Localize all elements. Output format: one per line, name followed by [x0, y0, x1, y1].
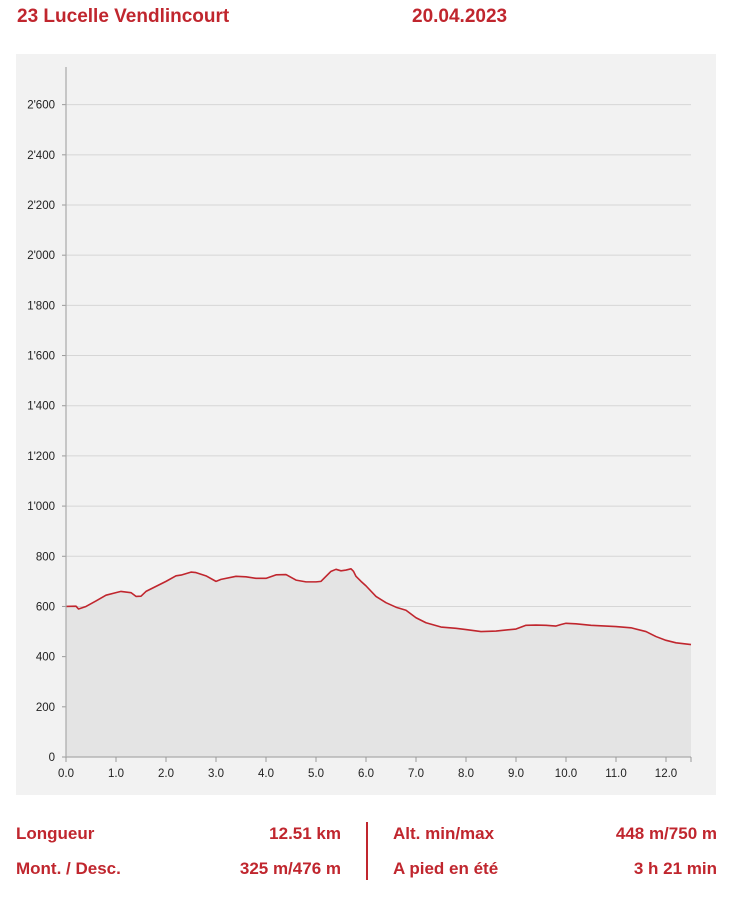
x-tick-label: 4.0 — [258, 768, 274, 780]
x-tick-label: 11.0 — [605, 768, 627, 780]
x-tick-label: 3.0 — [208, 768, 224, 780]
length-value: 12.51 km — [269, 824, 341, 843]
y-tick-label: 400 — [36, 652, 55, 664]
route-name: 23 Lucelle Vendlincourt — [17, 6, 230, 27]
x-tick-label: 1.0 — [108, 768, 124, 780]
elevation-profile-chart: 0 200 400 600 800 1'000 1'200 1'400 1'600 1'800 2'… — [16, 54, 716, 795]
y-tick-label: 1'400 — [27, 401, 55, 413]
elevation-profile-svg: 0 200 400 600 800 1'000 1'200 1'400 1'600 1'800 2'… — [27, 67, 692, 780]
length-label: Longueur — [16, 824, 95, 843]
updown-value: 325 m/476 m — [239, 859, 341, 878]
route-date: 20.04.2023 — [412, 6, 508, 27]
x-tick-label: 9.0 — [508, 768, 524, 780]
y-tick-label: 2'000 — [27, 250, 55, 262]
x-tick-label: 5.0 — [308, 768, 324, 780]
x-tick-label: 6.0 — [358, 768, 374, 780]
y-tick-label: 2'400 — [27, 150, 55, 162]
x-tick-label: 12.0 — [655, 768, 677, 780]
altitude-value: 448 m/750 m — [615, 824, 717, 843]
x-tick-label: 8.0 — [458, 768, 474, 780]
y-tick-label: 1'600 — [27, 351, 55, 363]
y-tick-label: 1'800 — [27, 300, 55, 312]
route-stats: Longueur 12.51 km Mont. / Desc. 325 m/47… — [0, 815, 747, 895]
x-tick-label: 2.0 — [158, 768, 174, 780]
y-tick-label: 0 — [49, 752, 55, 764]
x-tick-label: 10.0 — [555, 768, 577, 780]
y-tick-label: 600 — [36, 601, 55, 613]
y-tick-label: 1'200 — [27, 451, 55, 463]
elevation-line — [65, 568, 692, 646]
updown-label: Mont. / Desc. — [16, 859, 121, 878]
stats-divider — [366, 822, 368, 880]
y-tick-label: 200 — [36, 702, 55, 714]
y-tick-label: 1'000 — [27, 501, 55, 513]
y-tick-label: 800 — [36, 551, 55, 563]
altitude-label: Alt. min/max — [393, 824, 495, 843]
walking-time-value: 3 h 21 min — [633, 859, 717, 878]
y-tick-label: 2'600 — [27, 100, 55, 112]
x-tick-label: 0.0 — [58, 768, 74, 780]
walking-time-label: A pied en été — [393, 859, 499, 878]
y-tick-label: 2'200 — [27, 200, 55, 212]
elevation-area — [66, 568, 691, 757]
route-header: 23 Lucelle Vendlincourt 20.04.2023 — [0, 0, 747, 40]
x-tick-label: 7.0 — [408, 768, 424, 780]
